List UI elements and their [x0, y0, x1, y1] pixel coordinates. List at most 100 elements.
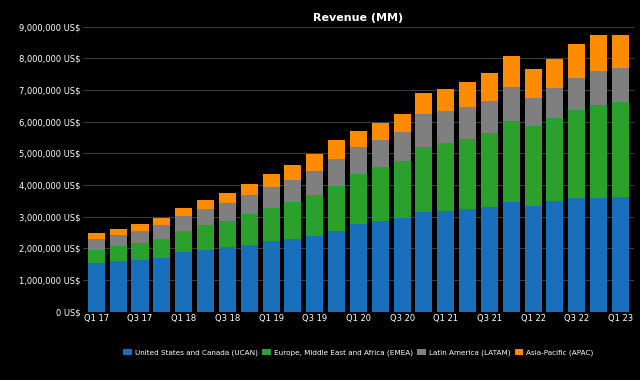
- Bar: [109, 229, 127, 234]
- Bar: [503, 87, 520, 121]
- Bar: [175, 231, 192, 252]
- Bar: [131, 225, 148, 231]
- Bar: [547, 201, 563, 312]
- Bar: [590, 71, 607, 105]
- Bar: [175, 208, 192, 216]
- Bar: [590, 198, 607, 312]
- Bar: [284, 180, 301, 202]
- Bar: [350, 174, 367, 224]
- Bar: [437, 211, 454, 312]
- Bar: [197, 225, 214, 250]
- Bar: [262, 187, 280, 208]
- Bar: [175, 216, 192, 231]
- Bar: [241, 245, 258, 312]
- Bar: [612, 102, 629, 197]
- Legend: United States and Canada (UCAN), Europe, Middle East and Africa (EMEA), Latin Am: United States and Canada (UCAN), Europe,…: [124, 350, 593, 356]
- Bar: [459, 139, 476, 209]
- Bar: [415, 147, 433, 212]
- Bar: [219, 203, 236, 221]
- Bar: [131, 260, 148, 312]
- Bar: [547, 117, 563, 201]
- Bar: [372, 168, 388, 221]
- Bar: [131, 231, 148, 243]
- Bar: [109, 246, 127, 261]
- Bar: [415, 212, 433, 312]
- Bar: [568, 198, 586, 312]
- Bar: [262, 208, 280, 241]
- Bar: [415, 114, 433, 147]
- Bar: [306, 155, 323, 171]
- Bar: [372, 221, 388, 312]
- Bar: [328, 231, 345, 312]
- Bar: [109, 261, 127, 312]
- Bar: [306, 236, 323, 312]
- Bar: [154, 218, 170, 225]
- Bar: [284, 239, 301, 312]
- Bar: [503, 121, 520, 202]
- Bar: [372, 123, 388, 140]
- Bar: [437, 143, 454, 211]
- Bar: [437, 89, 454, 111]
- Bar: [568, 44, 586, 78]
- Bar: [394, 218, 411, 312]
- Bar: [547, 59, 563, 89]
- Bar: [547, 89, 563, 117]
- Bar: [372, 140, 388, 168]
- Bar: [568, 110, 586, 198]
- Bar: [525, 125, 541, 206]
- Bar: [394, 132, 411, 161]
- Bar: [394, 161, 411, 218]
- Bar: [481, 101, 498, 133]
- Bar: [88, 263, 105, 312]
- Bar: [219, 193, 236, 203]
- Bar: [131, 243, 148, 260]
- Bar: [88, 233, 105, 239]
- Bar: [525, 206, 541, 312]
- Bar: [525, 98, 541, 125]
- Bar: [241, 214, 258, 245]
- Bar: [350, 147, 367, 174]
- Bar: [350, 130, 367, 147]
- Bar: [481, 133, 498, 207]
- Bar: [328, 186, 345, 231]
- Bar: [175, 252, 192, 312]
- Bar: [350, 224, 367, 312]
- Bar: [197, 250, 214, 312]
- Bar: [525, 69, 541, 98]
- Bar: [328, 159, 345, 186]
- Bar: [481, 207, 498, 312]
- Bar: [590, 105, 607, 198]
- Bar: [568, 78, 586, 110]
- Bar: [219, 247, 236, 312]
- Bar: [284, 165, 301, 180]
- Bar: [241, 184, 258, 195]
- Bar: [197, 200, 214, 209]
- Bar: [612, 35, 629, 68]
- Bar: [459, 82, 476, 107]
- Bar: [88, 239, 105, 250]
- Bar: [154, 225, 170, 239]
- Bar: [459, 209, 476, 312]
- Bar: [154, 239, 170, 258]
- Bar: [394, 114, 411, 132]
- Bar: [328, 140, 345, 159]
- Bar: [415, 93, 433, 114]
- Bar: [109, 234, 127, 246]
- Title: Revenue (MM): Revenue (MM): [314, 13, 403, 23]
- Bar: [306, 195, 323, 236]
- Bar: [503, 56, 520, 87]
- Bar: [88, 250, 105, 263]
- Bar: [590, 35, 607, 71]
- Bar: [154, 258, 170, 312]
- Bar: [262, 174, 280, 187]
- Bar: [262, 241, 280, 312]
- Bar: [503, 202, 520, 312]
- Bar: [284, 202, 301, 239]
- Bar: [481, 73, 498, 101]
- Bar: [306, 171, 323, 195]
- Bar: [612, 197, 629, 312]
- Bar: [219, 221, 236, 247]
- Bar: [612, 68, 629, 102]
- Bar: [241, 195, 258, 214]
- Bar: [459, 107, 476, 139]
